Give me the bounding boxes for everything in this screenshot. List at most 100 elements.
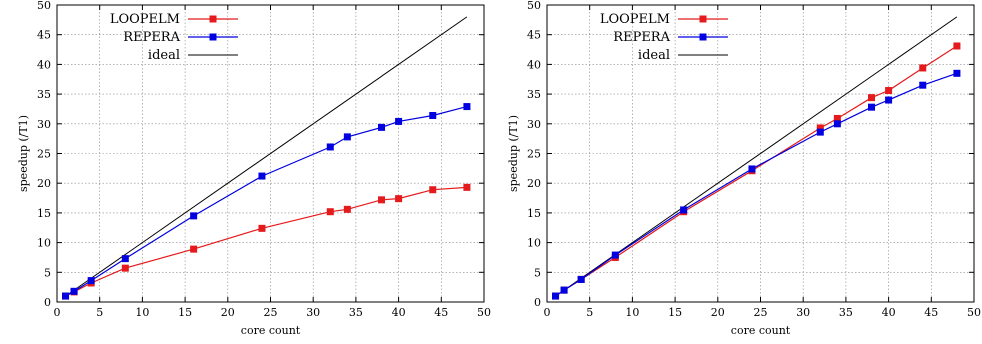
legend-marker <box>699 33 707 41</box>
data-point-repera <box>378 123 386 131</box>
x-tick-label: 0 <box>54 306 61 319</box>
y-tick-label: 40 <box>37 58 51 71</box>
x-tick-label: 10 <box>625 306 639 319</box>
y-tick-label: 25 <box>527 148 541 161</box>
x-tick-label: 35 <box>839 306 853 319</box>
y-tick-label: 10 <box>37 237 51 250</box>
x-tick-label: 15 <box>668 306 682 319</box>
data-point-repera <box>190 212 198 220</box>
x-tick-label: 50 <box>967 306 981 319</box>
y-tick-label: 30 <box>37 118 51 131</box>
legend-marker <box>209 33 217 41</box>
x-tick-label: 40 <box>392 306 406 319</box>
data-point-loopelm <box>429 186 437 194</box>
data-point-repera <box>833 120 841 128</box>
legend-marker <box>699 15 707 23</box>
legend-label: LOOPELM <box>600 12 670 27</box>
y-tick-label: 20 <box>37 177 51 190</box>
legend-label: ideal <box>638 48 670 63</box>
y-tick-label: 20 <box>527 177 541 190</box>
data-point-repera <box>552 292 560 300</box>
data-point-repera <box>429 111 437 119</box>
chart-right: 0 5 10 15 20 25 30 35 40 45 50 0 5 10 15 20 25 30 35 40 45 50… <box>507 0 981 337</box>
data-point-loopelm <box>121 264 129 272</box>
data-point-loopelm <box>378 196 386 204</box>
y-tick-label: 45 <box>527 29 541 42</box>
y-tick-label: 50 <box>527 0 541 12</box>
x-tick-label: 45 <box>434 306 448 319</box>
y-tick-label: 5 <box>44 266 51 279</box>
data-point-repera <box>577 275 585 283</box>
series-line-ideal <box>555 16 958 297</box>
y-tick-label: 15 <box>37 207 51 220</box>
data-point-repera <box>62 292 70 300</box>
y-tick-label: 25 <box>37 148 51 161</box>
legend-label: REPERA <box>123 30 180 45</box>
y-tick-label: 0 <box>534 296 541 309</box>
x-tick-label: 30 <box>796 306 810 319</box>
x-tick-label: 5 <box>586 306 593 319</box>
legend-label: REPERA <box>613 30 670 45</box>
y-tick-label: 35 <box>527 88 541 101</box>
data-point-loopelm <box>885 87 893 95</box>
data-point-loopelm <box>258 224 266 232</box>
x-tick-label: 50 <box>477 306 491 319</box>
data-point-repera <box>121 255 129 263</box>
y-axis-label: speedup (/T1) <box>507 115 520 192</box>
x-tick-label: 20 <box>221 306 235 319</box>
data-point-repera <box>953 69 961 77</box>
x-tick-label: 25 <box>754 306 768 319</box>
data-point-loopelm <box>919 64 927 72</box>
x-tick-label: 0 <box>544 306 551 319</box>
y-tick-label: 45 <box>37 29 51 42</box>
y-tick-label: 0 <box>44 296 51 309</box>
data-point-repera <box>611 251 619 259</box>
legend-marker <box>209 15 217 23</box>
x-tick-label: 40 <box>882 306 896 319</box>
data-point-loopelm <box>395 195 403 203</box>
data-point-repera <box>868 103 876 111</box>
series-line-repera <box>555 72 958 297</box>
series-line-loopelm <box>65 186 467 297</box>
data-point-loopelm <box>868 94 876 102</box>
data-point-loopelm <box>190 245 198 253</box>
data-point-loopelm <box>953 42 961 50</box>
data-point-repera <box>87 277 95 285</box>
x-tick-label: 25 <box>264 306 278 319</box>
x-axis-label: core count <box>241 324 301 337</box>
y-tick-label: 40 <box>527 58 541 71</box>
x-tick-label: 5 <box>96 306 103 319</box>
y-tick-label: 35 <box>37 88 51 101</box>
data-point-repera <box>258 172 266 180</box>
x-tick-label: 20 <box>711 306 725 319</box>
data-point-loopelm <box>463 183 471 191</box>
data-point-repera <box>885 96 893 104</box>
x-tick-label: 45 <box>924 306 938 319</box>
x-tick-label: 35 <box>349 306 363 319</box>
data-point-repera <box>395 117 403 125</box>
y-tick-label: 5 <box>534 266 541 279</box>
chart-left: 0 5 10 15 20 25 30 35 40 45 50 0 5 10 15 20 25 30 35 40 45 50… <box>17 0 491 337</box>
data-point-repera <box>343 133 351 141</box>
y-tick-label: 10 <box>527 237 541 250</box>
y-tick-label: 15 <box>527 207 541 220</box>
data-point-repera <box>680 206 688 214</box>
series-line-ideal <box>65 16 468 297</box>
data-point-repera <box>560 286 568 294</box>
data-point-loopelm <box>816 124 824 132</box>
data-point-repera <box>70 287 78 295</box>
data-point-repera <box>463 103 471 111</box>
legend-label: ideal <box>148 48 180 63</box>
data-point-repera <box>326 143 334 151</box>
data-point-repera <box>748 165 756 173</box>
data-point-loopelm <box>326 208 334 216</box>
x-tick-label: 10 <box>135 306 149 319</box>
data-point-loopelm <box>833 114 841 122</box>
y-tick-label: 30 <box>527 118 541 131</box>
data-point-repera <box>816 128 824 136</box>
data-point-repera <box>919 81 927 89</box>
x-tick-label: 15 <box>178 306 192 319</box>
y-axis-label: speedup (/T1) <box>17 115 30 192</box>
x-axis-label: core count <box>731 324 791 337</box>
